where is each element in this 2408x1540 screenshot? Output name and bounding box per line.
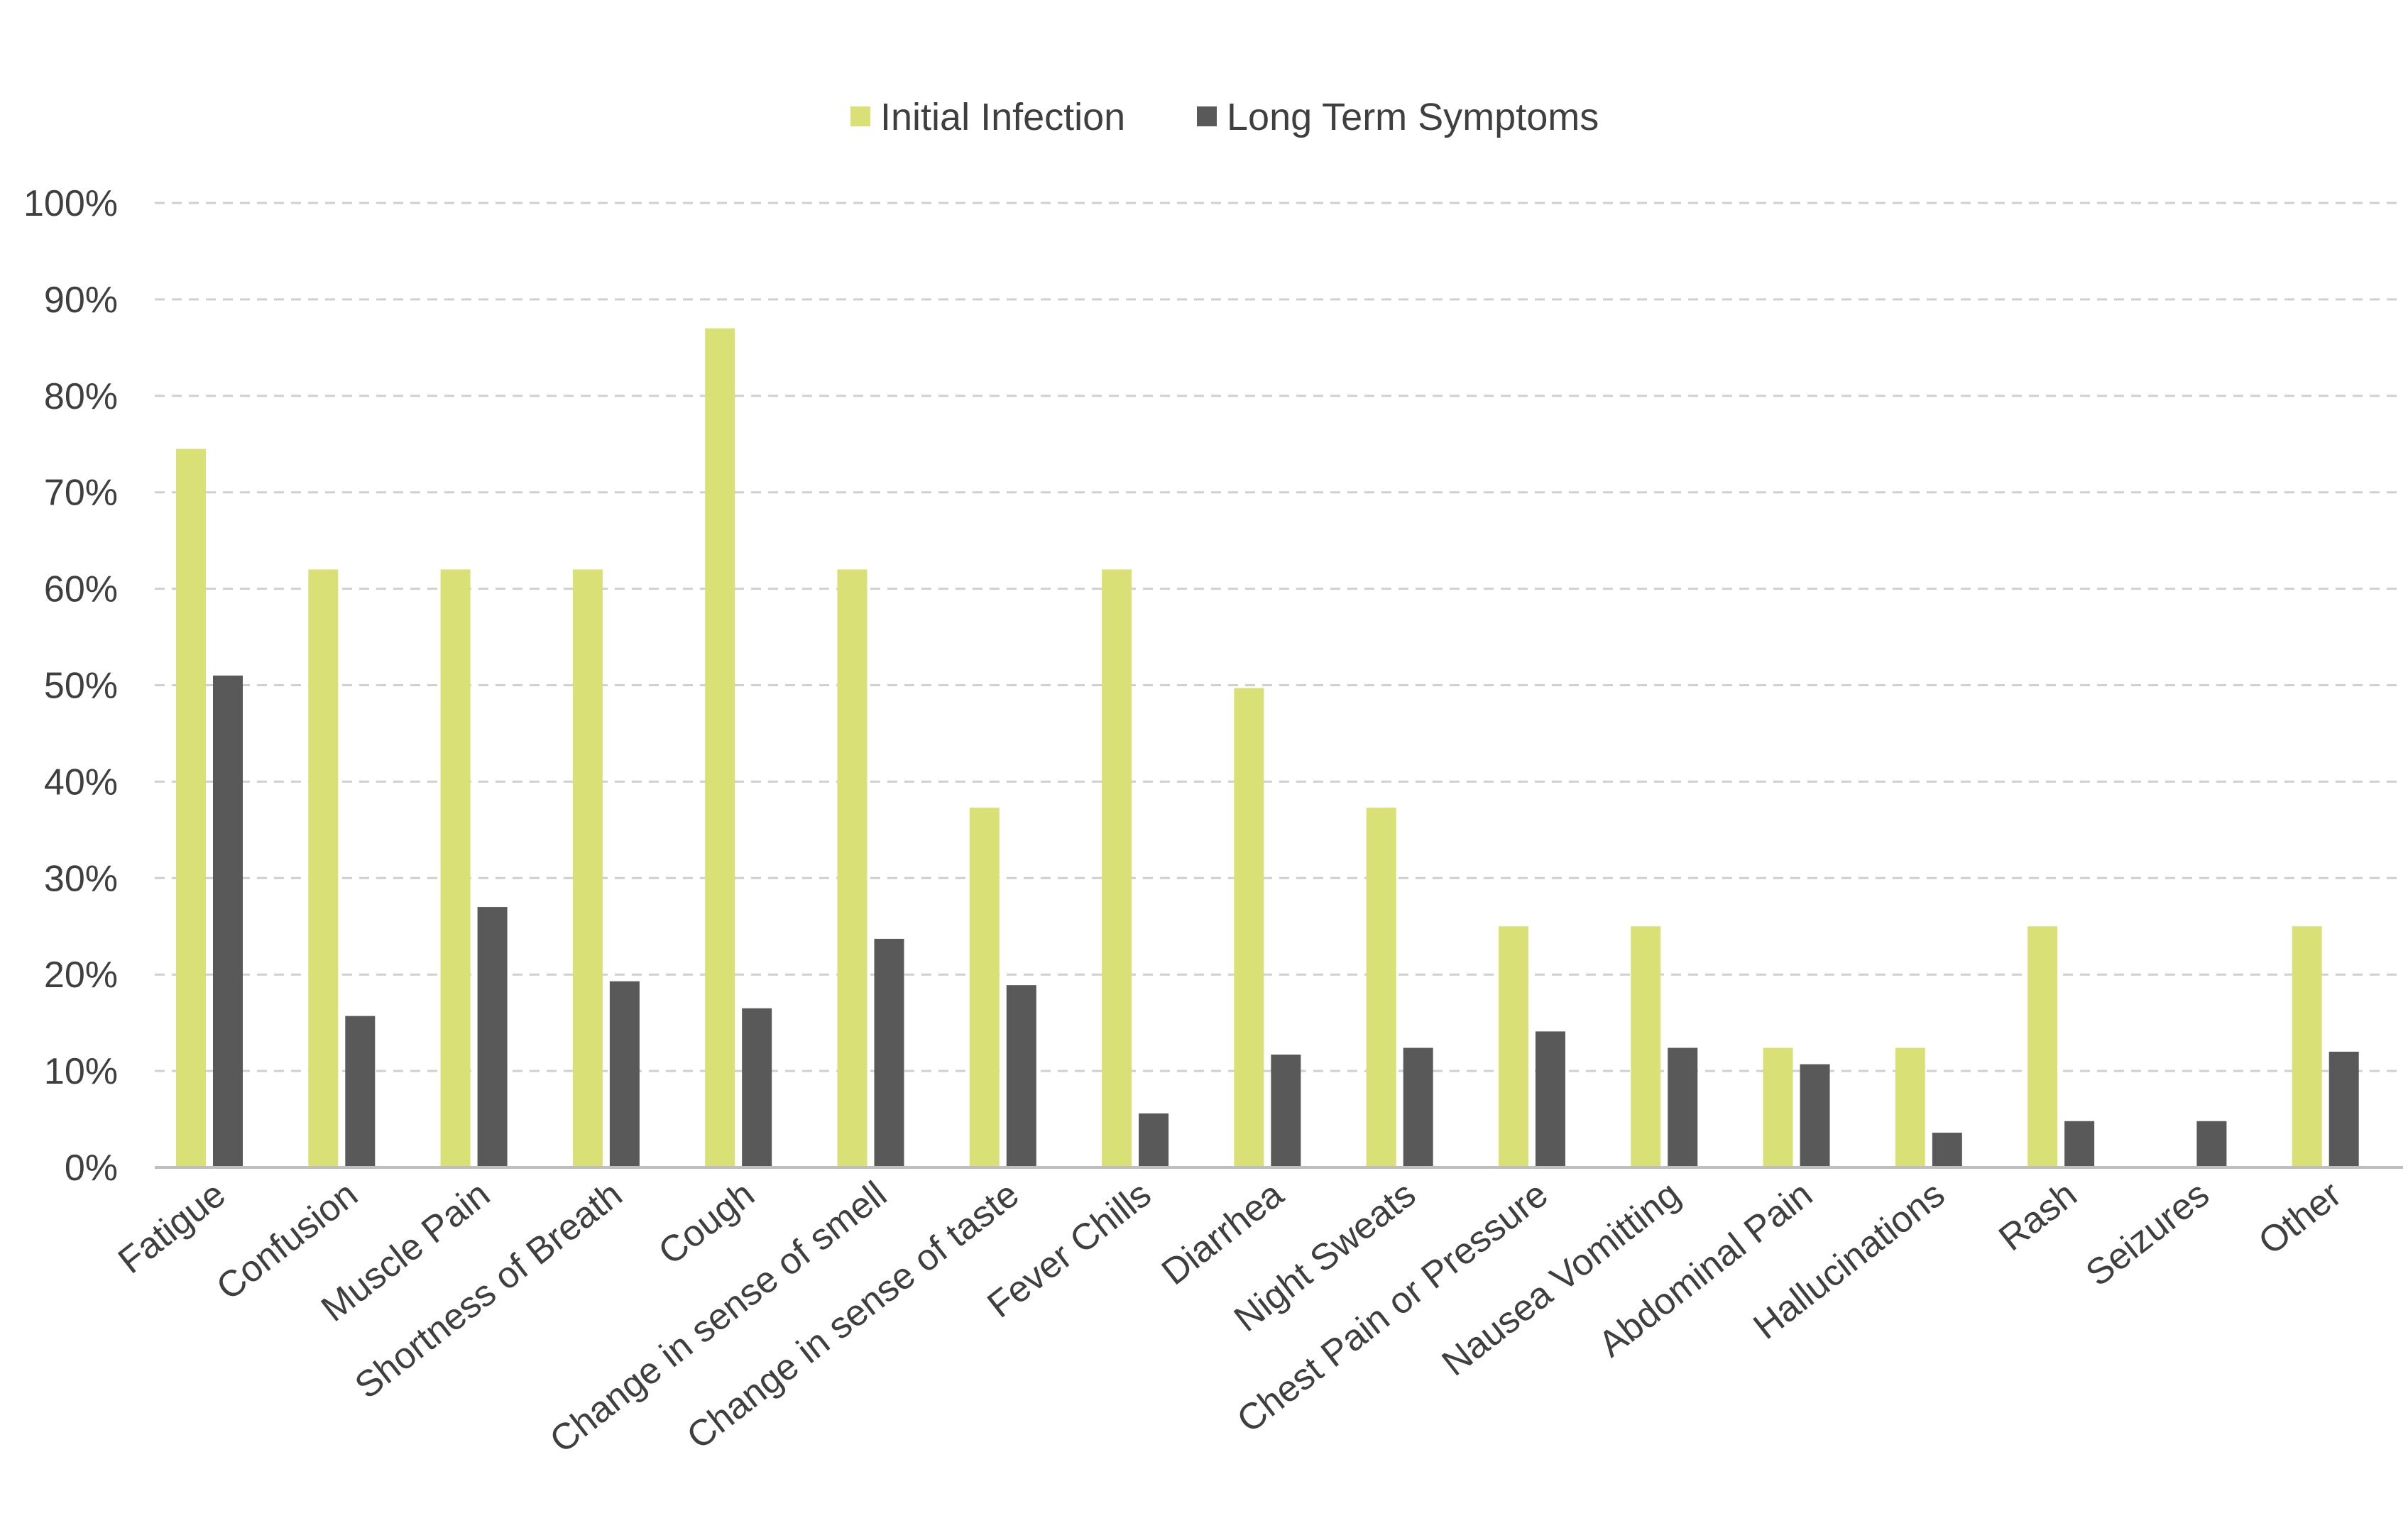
bar-long-term-symptoms: [477, 907, 508, 1167]
bar-initial-infection: [2292, 926, 2322, 1167]
bar-initial-infection: [440, 569, 471, 1167]
x-category-label: Nausea Vomitting: [1435, 1174, 1688, 1385]
y-tick-label: 0%: [65, 1148, 118, 1189]
y-tick-label: 80%: [44, 376, 118, 417]
bar-long-term-symptoms: [2196, 1121, 2227, 1167]
bar-long-term-symptoms: [1932, 1133, 1962, 1167]
y-tick-label: 40%: [44, 761, 118, 803]
bar-initial-infection: [176, 449, 206, 1167]
bar-long-term-symptoms: [1271, 1054, 1301, 1167]
bar-initial-infection: [1102, 569, 1132, 1167]
bar-initial-infection: [1498, 926, 1528, 1167]
bar-long-term-symptoms: [1139, 1113, 1169, 1167]
y-tick-label: 20%: [44, 955, 118, 996]
legend: Initial Infection Long Term Symptoms: [850, 96, 1599, 138]
y-axis-ticks: 0% 10% 20% 30% 40% 50% 60% 70% 80% 90% 100%: [23, 183, 118, 1189]
bar-long-term-symptoms: [742, 1008, 772, 1167]
y-tick-label: 10%: [44, 1051, 118, 1092]
bar-initial-infection: [308, 569, 339, 1167]
bar-initial-infection: [1895, 1047, 1925, 1167]
x-category-label: Other: [2251, 1174, 2349, 1263]
bar-initial-infection: [1763, 1047, 1793, 1167]
bar-initial-infection: [969, 808, 1000, 1167]
bar-long-term-symptoms: [1800, 1064, 1830, 1167]
bar-long-term-symptoms: [213, 675, 243, 1167]
bar-long-term-symptoms: [1403, 1047, 1433, 1167]
bar-long-term-symptoms: [345, 1016, 376, 1167]
bar-initial-infection: [1234, 688, 1264, 1167]
x-category-label: Seizures: [2079, 1174, 2217, 1294]
bar-long-term-symptoms: [2064, 1121, 2095, 1167]
bar-long-term-symptoms: [1535, 1031, 1565, 1167]
y-tick-label: 30%: [44, 858, 118, 899]
bar-long-term-symptoms: [1668, 1047, 1698, 1167]
x-category-label: Rash: [1991, 1174, 2084, 1259]
legend-swatch: [850, 106, 870, 126]
bars: [176, 328, 2359, 1167]
y-tick-label: 100%: [23, 183, 118, 224]
bar-long-term-symptoms: [609, 981, 640, 1167]
y-tick-label: 90%: [44, 280, 118, 321]
bar-initial-infection: [1366, 808, 1396, 1167]
x-category-label: Fatigue: [111, 1174, 233, 1282]
bar-long-term-symptoms: [2328, 1051, 2359, 1167]
legend-swatch: [1197, 106, 1217, 126]
bar-initial-infection: [705, 328, 735, 1167]
bar-initial-infection: [572, 569, 603, 1167]
bar-long-term-symptoms: [874, 938, 904, 1167]
bar-initial-infection: [837, 569, 868, 1167]
legend-label: Initial Infection: [880, 96, 1125, 138]
bar-initial-infection: [1631, 926, 1661, 1167]
y-tick-label: 70%: [44, 473, 118, 514]
y-tick-label: 60%: [44, 569, 118, 610]
bar-long-term-symptoms: [1006, 985, 1036, 1167]
bar-initial-infection: [2027, 926, 2058, 1167]
x-category-label: Cough: [651, 1174, 762, 1273]
y-tick-label: 50%: [44, 666, 118, 707]
legend-label: Long Term Symptoms: [1227, 96, 1599, 138]
